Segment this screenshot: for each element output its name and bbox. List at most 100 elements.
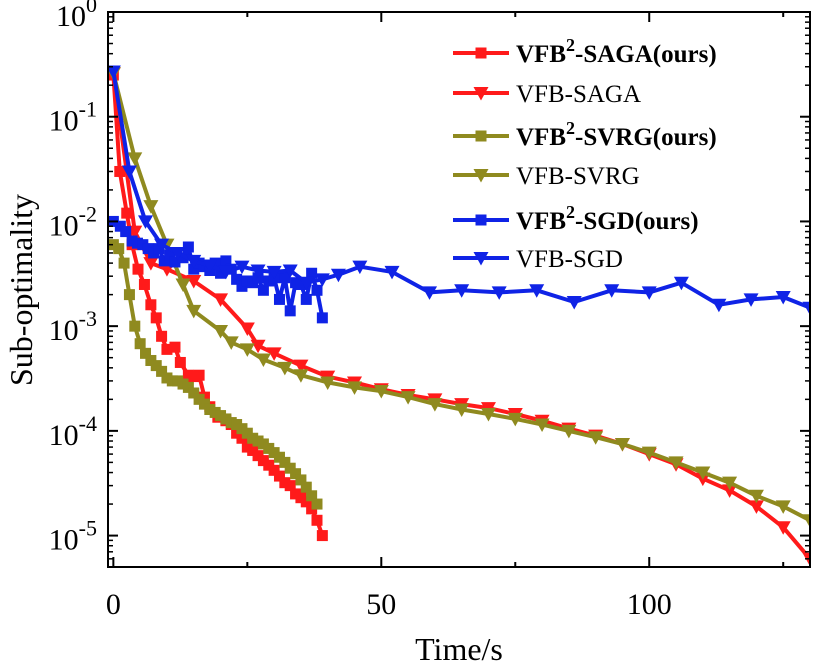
data-point [614, 437, 630, 452]
legend-marker [475, 214, 487, 226]
data-point [311, 498, 323, 510]
legend-item-2: VFB2-SVRG(ours) [453, 118, 717, 151]
x-tick-label: 100 [627, 588, 672, 621]
data-point [182, 381, 194, 393]
legend-item-0: VFB2-SAGA(ours) [453, 35, 717, 68]
data-point [561, 424, 577, 439]
data-point [113, 243, 125, 255]
data-point [673, 276, 689, 291]
x-axis-title: Time/s [415, 631, 503, 667]
data-point [507, 412, 523, 427]
data-point [186, 254, 202, 269]
legend-marker [475, 47, 487, 59]
series-layer [108, 65, 810, 567]
data-point [220, 255, 232, 267]
data-point [239, 322, 255, 336]
data-point [132, 263, 144, 275]
y-tick-label: 10-2 [49, 201, 97, 242]
data-point [316, 312, 328, 324]
data-point [169, 256, 181, 268]
data-point [300, 293, 312, 305]
data-point [775, 290, 791, 305]
data-point [145, 299, 157, 311]
data-point [193, 369, 205, 381]
data-point [668, 456, 684, 470]
data-point [213, 324, 229, 339]
data-point [641, 286, 657, 300]
data-point [174, 356, 186, 368]
legend-marker [475, 130, 487, 142]
data-point [695, 466, 711, 481]
data-point [279, 272, 291, 284]
data-point [156, 365, 168, 377]
data-point [175, 278, 191, 292]
y-tick-label: 10-3 [49, 306, 97, 347]
plot-frame [107, 11, 811, 568]
data-point [231, 273, 243, 285]
legend-item-3: VFB-SVRG [453, 163, 640, 190]
data-point [213, 293, 229, 307]
data-point [169, 341, 181, 353]
data-point [150, 312, 162, 324]
data-point [293, 369, 309, 383]
data-point [161, 343, 173, 355]
data-point [384, 265, 400, 280]
data-point [454, 284, 470, 298]
data-point [257, 284, 269, 296]
data-point [186, 274, 202, 289]
data-point [743, 293, 759, 307]
data-point [239, 343, 255, 357]
data-point [314, 273, 330, 287]
data-point [641, 446, 657, 461]
data-point [588, 431, 604, 445]
legend-marker [473, 252, 489, 266]
legend-label: VFB-SGD [516, 246, 623, 273]
legend-label: VFB2-SVRG(ours) [516, 118, 717, 151]
data-point [480, 407, 496, 422]
data-point [400, 391, 416, 405]
data-point [277, 361, 293, 376]
data-point [138, 278, 150, 290]
data-point [218, 265, 234, 280]
data-point [182, 241, 194, 253]
data-point [347, 381, 363, 395]
y-axis-title: Sub-optimality [3, 194, 39, 386]
data-point [140, 347, 152, 359]
data-point [290, 468, 302, 480]
data-point [250, 264, 266, 278]
data-point [279, 456, 291, 468]
data-point [306, 490, 318, 502]
data-point [156, 330, 168, 342]
data-point [121, 207, 133, 219]
data-point [373, 385, 389, 399]
data-point [127, 152, 143, 166]
data-point [306, 267, 318, 279]
data-point [529, 284, 545, 298]
legend-marker [473, 87, 489, 101]
data-point [284, 305, 296, 317]
data-point [138, 215, 154, 229]
data-point [298, 276, 314, 291]
data-point [118, 257, 130, 269]
data-point [802, 514, 810, 528]
legend-label: VFB2-SAGA(ours) [516, 35, 717, 68]
data-point [215, 267, 227, 279]
data-point [134, 338, 146, 350]
data-point [129, 320, 141, 332]
data-point [711, 298, 727, 313]
y-tick-label: 10-4 [49, 411, 97, 452]
data-point [223, 336, 239, 350]
legend-item-5: VFB-SGD [453, 246, 623, 273]
data-point [748, 489, 764, 504]
data-point [427, 398, 443, 412]
data-point [295, 278, 307, 290]
y-tick-label: 10-5 [49, 516, 97, 557]
data-point [300, 496, 312, 508]
data-point [422, 286, 438, 300]
data-point [802, 301, 810, 316]
data-point [293, 359, 309, 374]
data-point [491, 286, 507, 300]
data-point [164, 249, 176, 261]
data-point [186, 304, 202, 319]
